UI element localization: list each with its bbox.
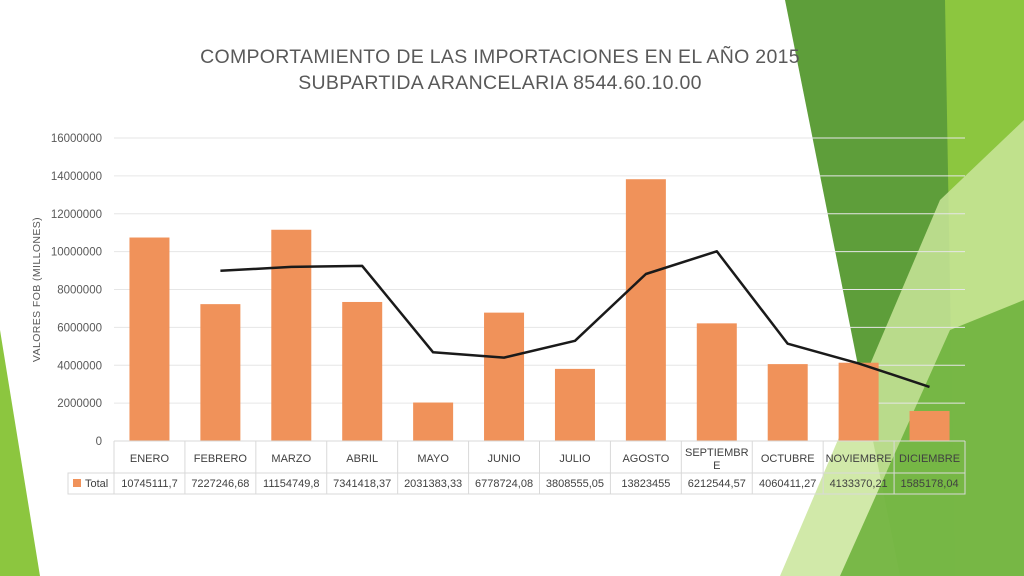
category-label-noviembre: NOVIEMBRE [826, 453, 892, 465]
category-label-marzo: MARZO [271, 453, 311, 465]
category-label-enero: ENERO [130, 453, 170, 465]
y-tick-label: 4000000 [57, 360, 102, 372]
category-label-junio: JUNIO [488, 453, 521, 465]
data-label-mayo: 2031383,33 [404, 478, 462, 490]
category-label-diciembre: DICIEMBRE [899, 453, 960, 465]
chart-title: COMPORTAMIENTO DE LAS IMPORTACIONES EN E… [150, 44, 850, 96]
y-tick-label: 6000000 [57, 322, 102, 334]
category-label-octubre: OCTUBRE [761, 453, 815, 465]
data-label-noviembre: 4133370,21 [830, 478, 888, 490]
y-tick-label: 14000000 [51, 171, 102, 183]
y-axis-label: VALORES FOB (MILLONES) [31, 217, 43, 362]
data-label-diciembre: 1585178,04 [900, 478, 958, 490]
bar-enero [129, 237, 170, 441]
category-label-julio: JULIO [559, 453, 591, 465]
category-label-abril: ABRIL [346, 453, 378, 465]
data-label-febrero: 7227246,68 [191, 478, 249, 490]
data-label-agosto: 13823455 [621, 478, 670, 490]
bar-julio [554, 368, 595, 441]
bar-mayo [413, 402, 454, 441]
y-tick-label: 12000000 [51, 209, 102, 221]
y-tick-label: 0 [96, 436, 102, 448]
bar-octubre [767, 364, 808, 441]
data-label-enero: 10745111,7 [121, 478, 177, 490]
bar-noviembre [838, 362, 879, 441]
bar-febrero [200, 304, 241, 441]
title-line-1: COMPORTAMIENTO DE LAS IMPORTACIONES EN E… [200, 46, 800, 68]
y-tick-label: 8000000 [57, 285, 102, 297]
data-label-junio: 6778724,08 [475, 478, 533, 490]
category-label-agosto: AGOSTO [622, 453, 669, 465]
category-label-mayo: MAYO [417, 453, 449, 465]
bar-abril [342, 301, 383, 441]
category-label-febrero: FEBRERO [194, 453, 248, 465]
bar-junio [484, 312, 525, 441]
legend-label-total: Total [85, 478, 108, 490]
data-label-julio: 3808555,05 [546, 478, 604, 490]
bar-diciembre [909, 410, 950, 441]
y-tick-label: 10000000 [51, 247, 102, 259]
category-label-septiembre-2: E [713, 460, 720, 472]
green-band-left [0, 330, 40, 576]
y-tick-label: 2000000 [57, 398, 102, 410]
title-line-2: SUBPARTIDA ARANCELARIA 8544.60.10.00 [298, 72, 702, 94]
category-label-septiembre-1: SEPTIEMBR [685, 447, 749, 459]
data-label-septiembre: 6212544,57 [688, 478, 746, 490]
y-tick-label: 16000000 [51, 133, 102, 145]
bar-agosto [625, 179, 666, 441]
trendline [220, 250, 930, 389]
legend-swatch-total [73, 479, 81, 487]
data-label-marzo: 11154749,8 [263, 478, 319, 490]
bar-marzo [271, 229, 312, 441]
bar-septiembre [696, 323, 737, 441]
data-label-abril: 7341418,37 [333, 478, 391, 490]
data-label-octubre: 4060411,27 [759, 478, 816, 490]
